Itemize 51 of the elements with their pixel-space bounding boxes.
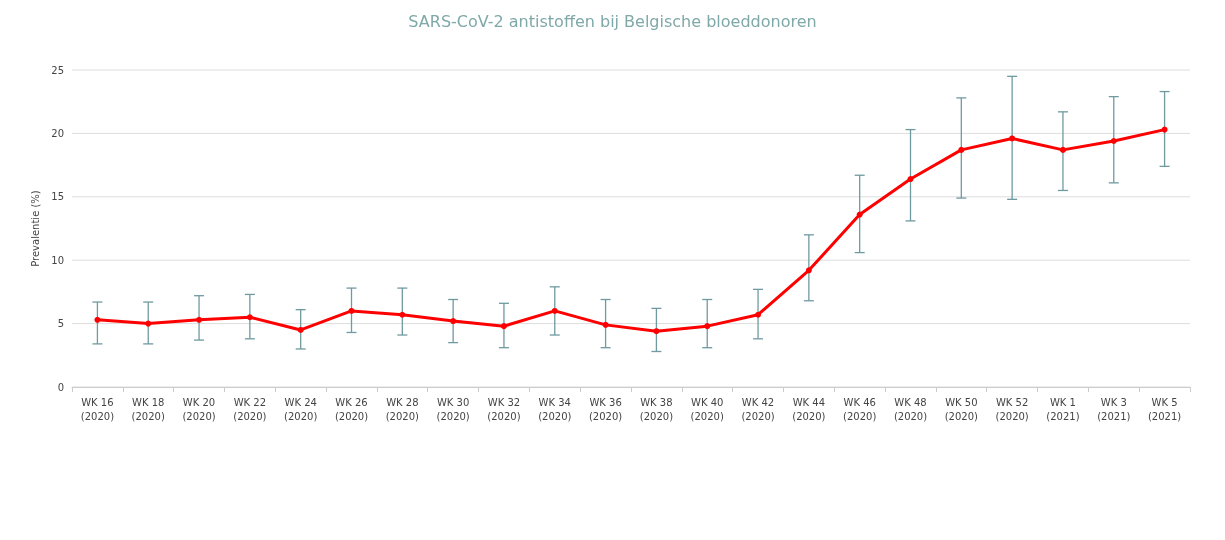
point <box>958 146 965 153</box>
point <box>450 318 457 325</box>
x-tick-label: WK 46 (2020) <box>843 396 877 422</box>
point <box>500 323 507 330</box>
point <box>145 320 152 327</box>
point <box>551 307 558 314</box>
y-tick-label: 5 <box>57 318 64 330</box>
x-tick-label: WK 18 (2020) <box>131 396 165 422</box>
x-tick-label: WK 44 (2020) <box>792 396 826 422</box>
point <box>755 311 762 318</box>
y-tick-label: 25 <box>51 64 64 76</box>
point <box>1110 138 1117 145</box>
x-tick-label: WK 20 (2020) <box>182 396 216 422</box>
x-tick-label: WK 5 (2021) <box>1147 396 1182 422</box>
point <box>602 321 609 328</box>
x-tick-label: WK 30 (2020) <box>436 396 470 422</box>
x-tick-label: WK 34 (2020) <box>538 396 572 422</box>
x-tick-label: WK 48 (2020) <box>893 396 928 422</box>
x-tick-label: WK 3 (2021) <box>1097 396 1131 422</box>
x-tick-label: WK 36 (2020) <box>588 396 623 422</box>
point <box>94 316 101 323</box>
y-tick-label: 20 <box>51 127 64 139</box>
y-tick-label: 0 <box>57 381 64 393</box>
point <box>246 314 253 321</box>
x-tick-label: WK 52 (2020) <box>995 396 1029 422</box>
point <box>653 328 660 335</box>
x-tick-label: WK 28 (2020) <box>385 396 420 422</box>
x-tick-label: WK 42 (2020) <box>741 396 775 422</box>
point <box>297 326 304 333</box>
point <box>1009 135 1016 142</box>
point <box>805 267 812 274</box>
point <box>196 316 203 323</box>
x-tick-label: WK 38 (2020) <box>639 396 674 422</box>
x-tick-label: WK 24 (2020) <box>284 396 318 422</box>
y-axis-title: Prevalentie (%) <box>29 190 41 267</box>
x-tick-label: WK 50 (2020) <box>944 396 979 422</box>
point <box>1059 146 1066 153</box>
x-tick-label: WK 26 (2020) <box>334 396 369 422</box>
point <box>1161 126 1168 133</box>
point <box>704 323 711 330</box>
x-tick-label: WK 22 (2020) <box>233 396 267 422</box>
y-tick-label: 10 <box>51 254 64 266</box>
x-tick-label: WK 32 (2020) <box>487 396 521 422</box>
chart-title: SARS-CoV-2 antistoffen bij Belgische bloeddonoren <box>408 11 817 31</box>
x-tick-label: WK 1 (2021) <box>1046 396 1080 422</box>
point <box>348 307 355 314</box>
point <box>907 176 914 183</box>
y-tick-label: 15 <box>51 191 64 203</box>
x-tick-label: WK 16 (2020) <box>80 396 115 422</box>
point <box>399 311 406 318</box>
x-tick-label: WK 40 (2020) <box>690 396 724 422</box>
